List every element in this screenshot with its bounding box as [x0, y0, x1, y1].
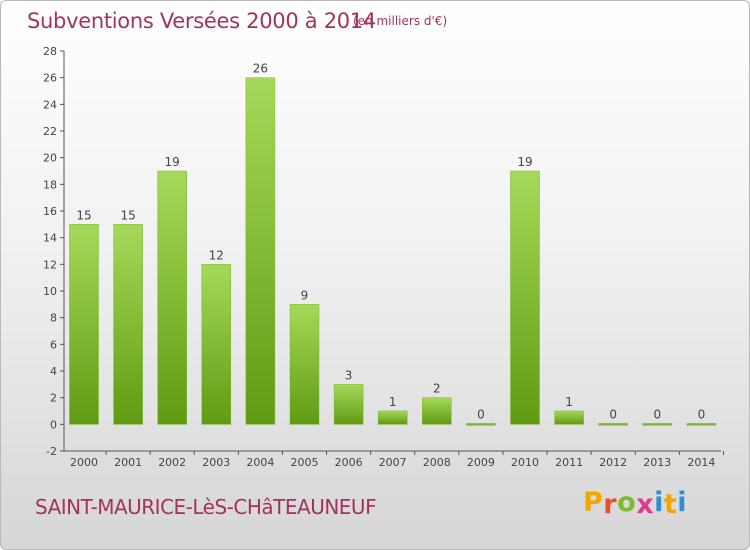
value-label-2008: 2 [433, 382, 441, 396]
y-tick-label: 28 [43, 45, 57, 58]
x-tick-label: 2000 [70, 456, 98, 469]
x-tick-label: 2011 [555, 456, 583, 469]
y-tick-label: 20 [43, 152, 57, 165]
bar-2013 [642, 423, 673, 426]
x-tick-label: 2012 [599, 456, 627, 469]
value-label-2000: 15 [76, 208, 91, 222]
x-tick-label: 2004 [246, 456, 274, 469]
bar-2011 [554, 410, 584, 425]
value-label-2012: 0 [609, 407, 617, 421]
bar-2004 [245, 77, 276, 425]
x-tick-label: 2007 [379, 456, 407, 469]
x-tick-label: 2002 [158, 456, 186, 469]
y-tick-label: 2 [50, 392, 57, 405]
bar-2002 [157, 170, 187, 425]
value-label-2003: 12 [209, 248, 224, 262]
value-label-2011: 1 [565, 395, 573, 409]
logo-letter: t [663, 489, 678, 520]
x-tick-label: 2001 [114, 456, 142, 469]
logo-letter: i [677, 487, 688, 518]
y-tick-label: 4 [50, 365, 57, 378]
bar-2005 [289, 304, 320, 425]
town-name: SAINT-MAURICE-LèS-CHâTEAUNEUF [35, 495, 377, 519]
y-tick-label: 18 [43, 178, 57, 191]
x-tick-label: 2005 [291, 456, 319, 469]
logo-letter: o [617, 487, 637, 518]
bar-2001 [113, 224, 143, 425]
y-tick-label: 16 [43, 205, 57, 218]
logo-letter: x [636, 489, 655, 520]
value-label-2001: 15 [120, 208, 135, 222]
proxiti-logo: Proxiti [583, 487, 688, 520]
bars [69, 77, 717, 426]
value-label-2010: 19 [517, 155, 532, 169]
value-label-2013: 0 [653, 407, 661, 421]
logo-letter: r [603, 489, 618, 520]
x-tick-label: 2003 [202, 456, 230, 469]
value-label-2002: 19 [165, 155, 180, 169]
x-tick-label: 2014 [687, 456, 715, 469]
logo-letter: P [583, 487, 604, 518]
bar-2003 [201, 264, 232, 425]
x-tick-label: 2008 [423, 456, 451, 469]
bar-2006 [333, 384, 364, 425]
x-tick-label: 2010 [511, 456, 539, 469]
bar-2014 [686, 423, 717, 426]
x-tick-label: 2009 [467, 456, 495, 469]
y-tick-label: 8 [50, 312, 57, 325]
y-tick-label: 22 [43, 125, 57, 138]
bar-2007 [377, 410, 408, 425]
value-label-2004: 26 [253, 62, 268, 76]
y-tick-label: 10 [43, 285, 57, 298]
y-tick-label: 0 [50, 418, 57, 431]
y-tick-label: -2 [46, 445, 57, 458]
chart-title: Subventions Versées 2000 à 2014 [27, 9, 376, 33]
bar-2008 [422, 397, 452, 425]
x-tick-label: 2006 [335, 456, 363, 469]
y-tick-label: 14 [43, 232, 57, 245]
value-label-2006: 3 [345, 368, 353, 382]
bar-2000 [69, 224, 99, 425]
y-tick-label: 26 [43, 72, 57, 85]
y-tick-label: 6 [50, 338, 57, 351]
value-label-2009: 0 [477, 407, 485, 421]
value-label-2014: 0 [698, 407, 706, 421]
y-tick-label: 12 [43, 258, 57, 271]
bar-2012 [598, 423, 628, 426]
x-tick-label: 2013 [643, 456, 671, 469]
chart-unit: (en milliers d'€) [353, 14, 448, 28]
bar-2009 [466, 423, 496, 426]
value-label-2007: 1 [389, 395, 397, 409]
y-tick-label: 24 [43, 98, 57, 111]
value-label-2005: 9 [301, 288, 309, 302]
logo-letter: i [654, 487, 664, 518]
bar-2010 [510, 170, 540, 425]
